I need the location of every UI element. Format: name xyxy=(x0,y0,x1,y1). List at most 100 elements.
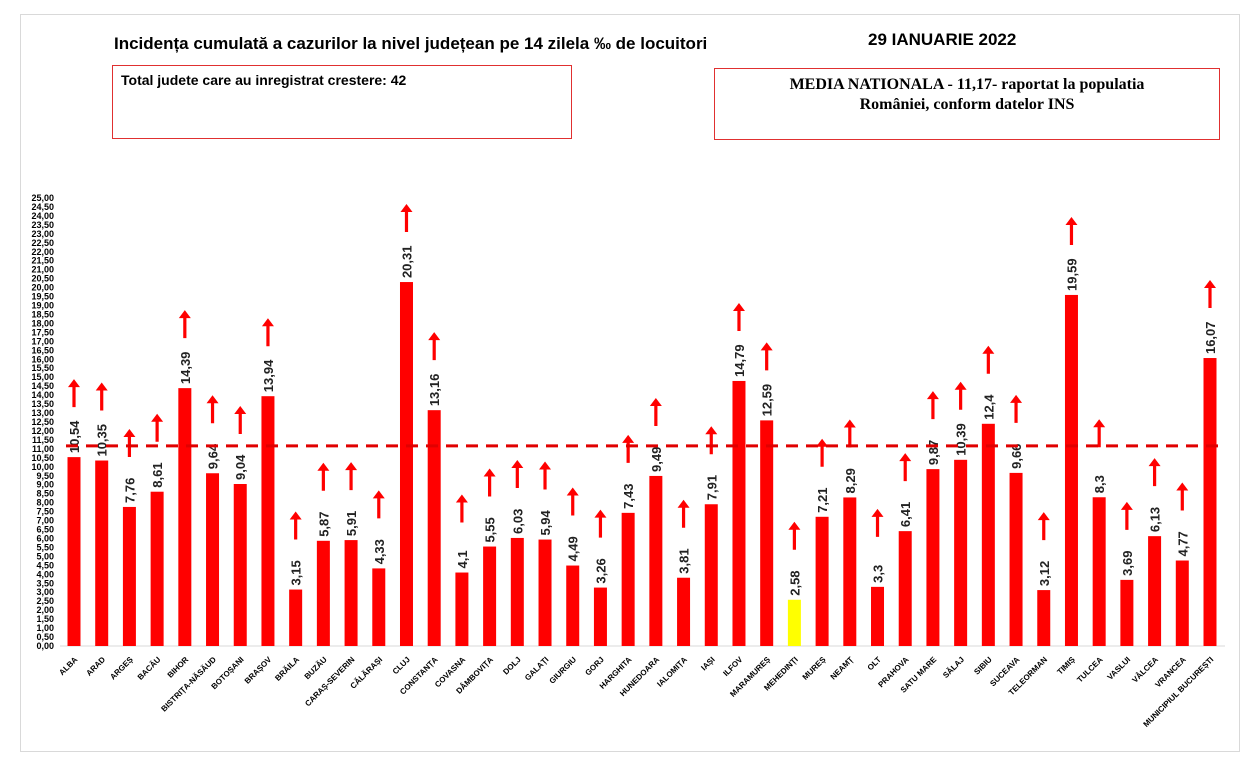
bar-vrancea xyxy=(1175,560,1189,646)
chart-title: Incidența cumulată a cazurilor la nivel … xyxy=(114,34,708,53)
y-tick-label: 25,00 xyxy=(31,193,54,203)
y-tick-label: 24,50 xyxy=(31,202,54,212)
y-tick-label: 2,00 xyxy=(36,605,54,615)
bar-vâlcea xyxy=(1148,536,1162,646)
y-tick-label: 1,50 xyxy=(36,614,54,624)
x-tick-label: GIURGIU xyxy=(548,655,579,686)
y-tick-label: 10,00 xyxy=(31,462,54,472)
bar-harghita xyxy=(621,512,635,646)
bar-municipiul-bucurești xyxy=(1203,358,1217,646)
bar-hunedoara xyxy=(649,475,663,646)
data-label: 13,94 xyxy=(261,359,276,392)
bar-timiș xyxy=(1064,294,1078,646)
x-tick-label: VASLUI xyxy=(1106,655,1133,682)
bar-buzău xyxy=(316,540,330,646)
y-tick-label: 18,50 xyxy=(31,309,54,319)
bar-iași xyxy=(704,504,718,646)
bar-suceava xyxy=(1009,472,1023,646)
up-arrow-icon xyxy=(261,318,274,347)
up-arrow-icon xyxy=(788,521,801,550)
increase-count-box: Total judete care au inregistrat crester… xyxy=(112,65,572,139)
bar-vaslui xyxy=(1120,579,1134,646)
bar-sălaj xyxy=(954,459,968,646)
bar-ilfov xyxy=(732,380,746,646)
y-tick-label: 13,50 xyxy=(31,399,54,409)
up-arrow-icon xyxy=(594,509,607,538)
x-tick-label: NEAMȚ xyxy=(829,655,856,682)
data-label: 3,12 xyxy=(1037,561,1052,586)
y-tick-label: 0,00 xyxy=(36,641,54,651)
y-tick-label: 21,50 xyxy=(31,256,54,266)
data-label: 9,66 xyxy=(1009,444,1024,469)
y-tick-label: 3,50 xyxy=(36,578,54,588)
bar-covasna xyxy=(455,572,469,646)
bar-gorj xyxy=(593,587,607,646)
bar-cluj xyxy=(399,282,413,646)
bar-bistrița-năsăud xyxy=(206,473,220,646)
data-label: 3,3 xyxy=(871,565,886,583)
bar-caraș-severin xyxy=(344,540,358,646)
up-arrow-icon xyxy=(539,461,552,490)
up-arrow-icon xyxy=(372,490,385,519)
x-tick-label: ILFOV xyxy=(721,655,744,678)
y-tick-label: 9,50 xyxy=(36,471,54,481)
y-tick-label: 11,50 xyxy=(32,435,54,445)
data-label: 19,59 xyxy=(1064,258,1079,291)
data-label: 7,43 xyxy=(621,484,636,509)
data-label: 5,91 xyxy=(344,511,359,536)
data-label: 10,54 xyxy=(67,420,82,453)
x-tick-label: ALBA xyxy=(57,655,79,677)
x-tick-label: TIMIȘ xyxy=(1055,655,1077,677)
data-label: 4,1 xyxy=(455,550,470,568)
up-arrow-icon xyxy=(95,382,108,411)
national-average-box: MEDIA NATIONALA - 11,17- raportat la pop… xyxy=(714,68,1220,140)
y-tick-label: 17,00 xyxy=(31,336,54,346)
y-tick-label: 8,00 xyxy=(36,498,54,508)
bar-sibiu xyxy=(981,423,995,646)
data-label: 9,64 xyxy=(206,443,221,469)
data-label: 7,91 xyxy=(704,475,719,500)
data-label: 13,16 xyxy=(427,374,442,407)
data-label: 9,04 xyxy=(233,454,248,480)
data-label: 4,33 xyxy=(372,539,387,564)
x-tick-label: GALAȚI xyxy=(523,655,550,682)
up-arrow-icon xyxy=(1065,216,1078,245)
up-arrow-icon xyxy=(566,487,579,516)
up-arrow-icon xyxy=(511,459,524,488)
up-arrow-icon xyxy=(345,462,358,491)
up-arrow-icon xyxy=(483,468,496,497)
bar-satu-mare xyxy=(926,469,940,646)
data-label: 5,87 xyxy=(316,511,331,536)
data-label: 9,49 xyxy=(649,447,664,472)
data-label: 5,55 xyxy=(483,517,498,542)
y-tick-label: 2,50 xyxy=(36,596,54,606)
y-tick-label: 7,50 xyxy=(36,507,54,517)
y-tick-label: 1,00 xyxy=(36,623,54,633)
y-tick-label: 8,50 xyxy=(36,489,54,499)
up-arrow-icon xyxy=(899,453,912,482)
bar-ialomița xyxy=(677,577,691,646)
x-tick-label: ARAD xyxy=(84,655,107,678)
up-arrow-icon xyxy=(843,419,856,448)
data-label: 16,07 xyxy=(1203,321,1218,354)
up-arrow-icon xyxy=(206,395,219,424)
y-tick-label: 24,00 xyxy=(31,211,54,221)
x-tick-label: SĂLAJ xyxy=(941,655,966,680)
y-tick-label: 18,00 xyxy=(31,318,54,328)
y-tick-label: 15,00 xyxy=(31,372,54,382)
bar-argeș xyxy=(122,506,136,646)
bar-tulcea xyxy=(1092,497,1106,646)
y-tick-label: 20,00 xyxy=(31,283,54,293)
up-arrow-icon xyxy=(871,508,884,537)
data-label: 7,21 xyxy=(815,487,830,512)
data-label: 6,41 xyxy=(898,502,913,527)
x-tick-label: BIHOR xyxy=(166,655,191,680)
y-tick-label: 21,00 xyxy=(31,265,54,275)
up-arrow-icon xyxy=(926,391,939,420)
x-tick-label: OLT xyxy=(866,655,883,672)
national-average-line2: României, conform datelor INS xyxy=(859,96,1075,113)
x-tick-label: DOLJ xyxy=(501,655,522,676)
up-arrow-icon xyxy=(954,381,967,410)
y-tick-label: 9,00 xyxy=(36,480,54,490)
